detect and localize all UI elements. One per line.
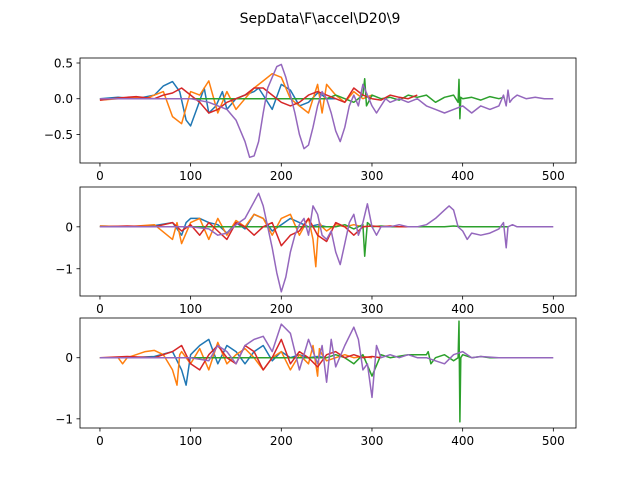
axes-frame xyxy=(79,317,577,429)
x-tick-label: 500 xyxy=(542,302,565,316)
x-tick-label: 500 xyxy=(542,434,565,448)
y-tick-label: −1 xyxy=(55,262,73,276)
x-tick-label: 400 xyxy=(451,169,474,183)
series-line-2 xyxy=(99,213,373,268)
series-line-5 xyxy=(99,323,554,399)
x-tick-label: 200 xyxy=(270,434,293,448)
series-line-1 xyxy=(99,80,336,127)
y-tick-label: −1 xyxy=(55,412,73,426)
y-tick-label: 0 xyxy=(65,220,73,234)
series-line-5 xyxy=(99,192,554,293)
x-tick-label: 0 xyxy=(96,434,104,448)
subplot-3: 0 100 200 300 400 500 −1 0 xyxy=(55,317,577,448)
series-line-2 xyxy=(99,72,373,125)
y-tick-label: −0.5 xyxy=(44,128,73,142)
x-tick-label: 200 xyxy=(270,169,293,183)
subplot-2: 0 100 200 300 400 500 −1 0 xyxy=(55,186,577,316)
x-tick-label: 300 xyxy=(361,434,384,448)
series-line-4 xyxy=(99,217,418,247)
y-tick-label: 0.5 xyxy=(54,57,73,71)
axes-frame xyxy=(79,186,577,297)
series-line-4 xyxy=(99,338,382,371)
y-tick-label: 0.0 xyxy=(54,92,73,106)
series-line-5 xyxy=(99,63,554,159)
subplot-1: 0 100 200 300 400 500 −0.5 0.0 0.5 xyxy=(44,57,577,183)
x-tick-label: 100 xyxy=(179,302,202,316)
y-tick-label: 0 xyxy=(65,351,73,365)
x-tick-label: 400 xyxy=(451,434,474,448)
x-tick-label: 200 xyxy=(270,302,293,316)
figure-title: SepData\F\accel\D20\9 xyxy=(240,11,401,27)
series-line-1 xyxy=(99,338,327,386)
x-tick-label: 100 xyxy=(179,169,202,183)
x-tick-label: 100 xyxy=(179,434,202,448)
series-line-3 xyxy=(99,320,508,423)
x-tick-label: 0 xyxy=(96,169,104,183)
x-tick-label: 0 xyxy=(96,302,104,316)
axes-frame xyxy=(79,57,577,164)
x-tick-label: 300 xyxy=(361,302,384,316)
x-tick-label: 500 xyxy=(542,169,565,183)
x-tick-label: 400 xyxy=(451,302,474,316)
x-tick-label: 300 xyxy=(361,169,384,183)
